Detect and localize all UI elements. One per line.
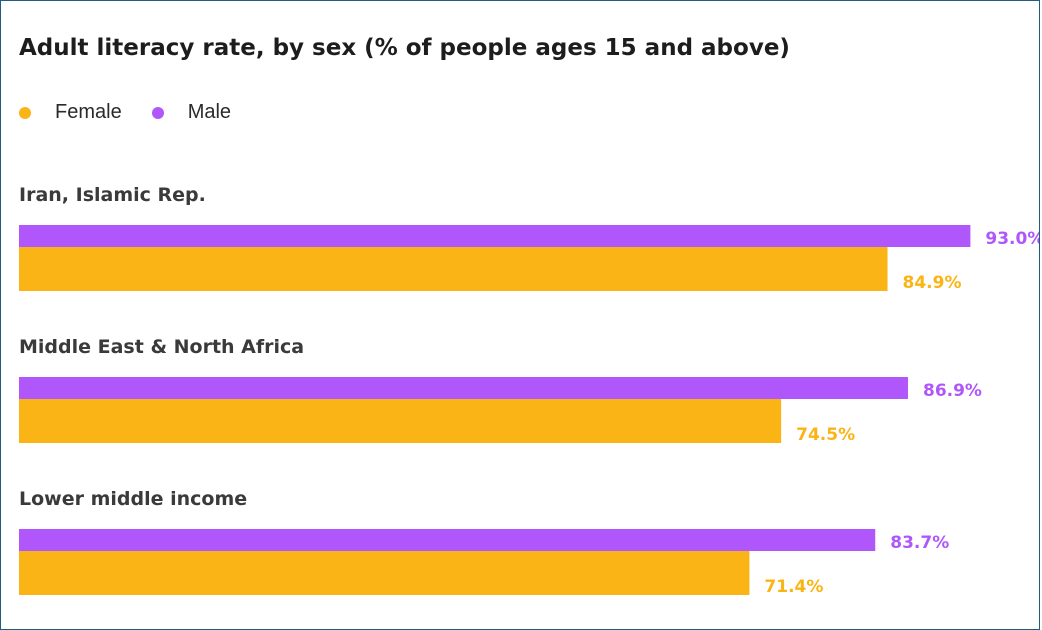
bar-group-iran: Iran, Islamic Rep. 93.0% 84.9% <box>19 184 1040 293</box>
bar-male-iran[interactable] <box>19 225 971 247</box>
legend-male-swatch <box>151 106 164 119</box>
category-label-lower-middle-income: Lower middle income <box>19 488 247 510</box>
legend-male-label: Male <box>187 101 232 123</box>
legend-item-female[interactable]: Female <box>19 101 122 124</box>
value-label-female-lower-middle-income: 71.4% <box>764 577 823 597</box>
bar-female-lower-middle-income[interactable] <box>19 551 750 595</box>
value-label-male-lower-middle-income: 83.7% <box>890 533 949 553</box>
bar-group-mena: Middle East & North Africa 86.9% 74.5% <box>19 336 982 445</box>
value-label-male-iran: 93.0% <box>985 229 1040 249</box>
bar-female-mena[interactable] <box>19 399 782 443</box>
chart-title: Adult literacy rate, by sex (% of people… <box>19 35 790 61</box>
category-label-iran: Iran, Islamic Rep. <box>19 184 206 206</box>
chart-legend: Female Male <box>19 101 261 124</box>
bar-male-lower-middle-income[interactable] <box>19 529 876 551</box>
legend-female-label: Female <box>55 101 122 123</box>
bar-male-mena[interactable] <box>19 377 908 399</box>
value-label-female-mena: 74.5% <box>796 425 855 445</box>
value-label-female-iran: 84.9% <box>903 273 962 293</box>
value-label-male-mena: 86.9% <box>923 381 982 401</box>
category-label-mena: Middle East & North Africa <box>19 336 304 358</box>
legend-female-swatch <box>19 106 31 119</box>
bar-group-lower-middle-income: Lower middle income 83.7% 71.4% <box>19 488 949 597</box>
bar-female-iran[interactable] <box>19 247 888 291</box>
legend-item-male[interactable]: Male <box>151 101 232 124</box>
